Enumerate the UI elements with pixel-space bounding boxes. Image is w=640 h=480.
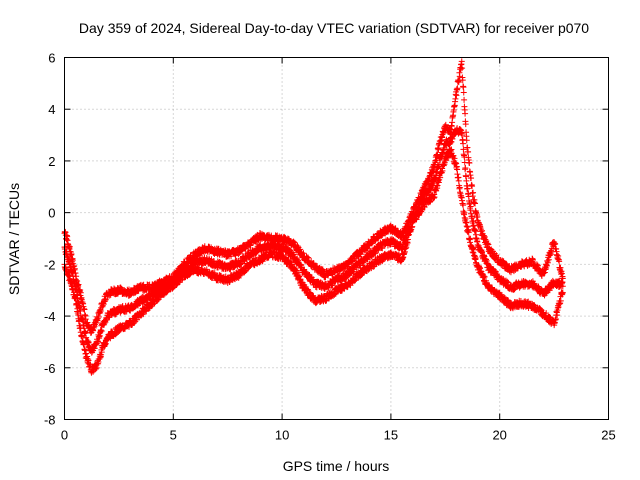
data-point [450,152,457,159]
data-point [461,209,468,216]
plot-frame [64,57,609,420]
data-point [544,259,551,266]
data-point [98,349,105,356]
data-point [529,257,536,264]
data-point [72,270,79,277]
data-point [460,89,467,96]
data-point [542,266,549,273]
grid [64,57,609,420]
y-tick-label: 2 [48,154,55,169]
data-point [451,155,458,162]
data-point [462,110,469,117]
data-point [297,276,304,283]
data-point [454,85,461,92]
data-point [77,286,84,293]
data-point [510,268,517,275]
data-point [469,183,476,190]
data-point [81,306,88,313]
data-point [456,73,463,80]
x-tick-labels: 0 5 10 15 20 25 [61,428,616,443]
data-point [460,140,467,147]
data-point [431,194,438,201]
data-point [437,174,444,181]
data-point [143,308,150,315]
data-point [470,246,477,253]
y-axis-label: SDTVAR / TECUs [6,183,22,295]
y-tick-label: -2 [44,257,56,272]
data-point [504,297,511,304]
data-point [77,307,84,314]
data-point [75,281,82,288]
data-point [481,273,488,280]
data-point [77,289,84,296]
data-points [61,58,566,376]
axis-ticks [64,57,609,420]
data-point [472,228,479,235]
y-tick-label: -4 [44,309,56,324]
y-tick-label: 0 [48,206,55,221]
data-point [559,289,566,296]
data-point [557,297,564,304]
x-tick-label: 25 [601,428,615,443]
data-point [465,148,472,155]
data-point [466,160,473,167]
y-tick-label: -6 [44,361,56,376]
data-point [460,84,467,91]
data-point [462,165,469,172]
data-point [460,202,467,209]
y-tick-label: -8 [44,413,56,428]
data-point [440,162,447,169]
x-tick-label: 5 [170,428,177,443]
data-point [85,339,92,346]
x-tick-label: 0 [61,428,68,443]
data-point [533,261,540,268]
data-point [464,185,471,192]
data-point [462,121,469,128]
data-point [459,132,466,139]
y-tick-label: 6 [48,51,55,66]
data-point [98,327,105,334]
data-point [463,177,470,184]
data-point [481,233,488,240]
x-tick-label: 15 [384,428,398,443]
data-point [65,271,72,278]
data-point [559,275,566,282]
y-tick-labels: -8 -6 -4 -2 0 2 4 6 [44,51,56,428]
data-point [470,189,477,196]
data-point [468,175,475,182]
x-axis-label: GPS time / hours [283,458,390,474]
data-point [413,216,420,223]
y-tick-label: 4 [48,102,55,117]
data-point [472,200,479,207]
data-point [556,258,563,265]
data-point [90,327,97,334]
data-point [459,65,466,72]
data-point [68,250,75,257]
data-point [541,269,548,276]
data-point [431,180,438,187]
chart-title: Day 359 of 2024, Sidereal Day-to-day VTE… [79,20,589,36]
data-point [559,283,566,290]
data-point [461,96,468,103]
data-point [95,338,102,345]
data-point [485,241,492,248]
data-point [459,77,466,84]
data-point [439,167,446,174]
data-point [467,235,474,242]
data-point [463,137,470,144]
x-tick-label: 20 [492,428,506,443]
data-point [543,310,550,317]
data-point [305,254,312,261]
data-point [458,58,465,65]
data-point [102,296,109,303]
data-point [453,92,460,99]
data-point [467,203,474,210]
x-tick-label: 10 [275,428,289,443]
data-point [401,248,408,255]
data-point [402,245,409,252]
data-point [465,229,472,236]
data-point [461,154,468,161]
